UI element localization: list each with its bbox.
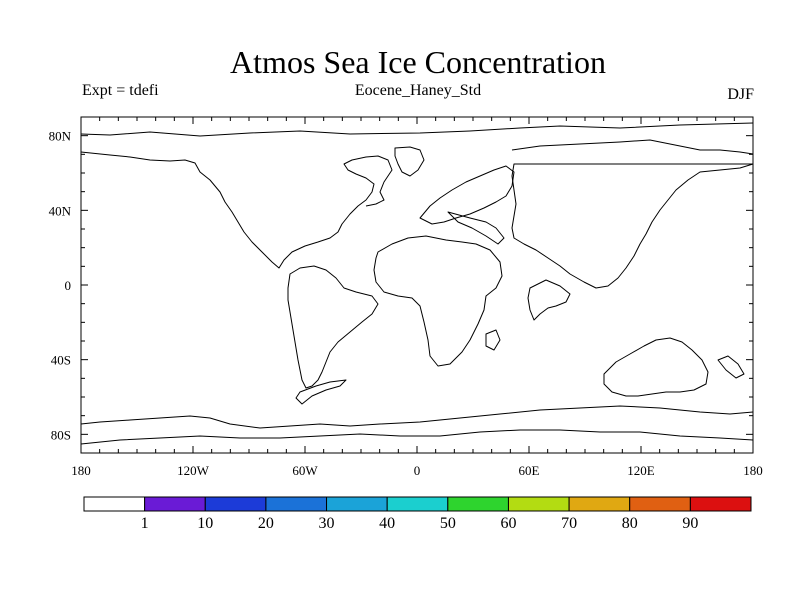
lon-tick-label: 180 [71,463,91,478]
colorbar-label: 10 [197,515,213,532]
lon-tick-label: 60E [519,463,540,478]
australia-coast [603,337,709,397]
minor-ticks [80,116,754,454]
longitude-labels: 180 120W 60W 0 60E 120E 180 [71,463,763,478]
greenland-coast [394,146,425,177]
experiment-label: Expt = tdefi [82,82,159,99]
colorbar-bin [265,496,328,512]
colorbar-bin [507,496,570,512]
colorbar-bin [386,496,449,512]
lon-tick-label: 120W [177,463,210,478]
south-america-coast [287,265,379,389]
lat-tick-label: 80N [49,129,72,144]
colorbar-bin [83,496,146,512]
colorbar-bin [689,496,752,512]
colorbar-label: 40 [379,515,395,532]
colorbar-label: 60 [500,515,516,532]
new-zealand-coast [717,355,745,379]
colorbar-label: 90 [682,515,698,532]
africa-coast [373,235,503,367]
asia-coast [511,139,754,289]
madagascar-coast [485,329,501,351]
colorbar-bin [144,496,206,512]
north-america-coast [80,151,393,269]
lat-tick-label: 40N [49,203,72,218]
colorbar-bin [629,496,691,512]
lon-tick-label: 0 [414,463,421,478]
coastlines [80,122,754,445]
colorbar-label: 20 [258,515,274,532]
lat-tick-label: 80S [51,427,71,442]
colorbar-label: 1 [141,515,149,532]
run-name-label: Eocene_Haney_Std [354,82,482,99]
india-coast [527,279,571,321]
colorbar-label: 30 [319,515,335,532]
antarctic-peninsula-coast [295,379,347,405]
lon-tick-label: 60W [292,463,318,478]
colorbar-label: 80 [622,515,638,532]
arctic-coast [80,122,754,137]
colorbar-label: 70 [561,515,577,532]
colorbar-bin [447,496,509,512]
colorbar-bin [326,496,388,512]
lat-tick-label: 0 [65,278,72,293]
latitude-labels: 80N 40N 0 40S 80S [49,129,72,443]
map-title: Atmos Sea Ice Concentration [230,44,606,80]
colorbar: 1 10 20 30 40 50 60 70 80 90 [83,496,752,532]
colorbar-bin [204,496,267,512]
europe-coast [419,165,515,225]
tethys-islands [447,211,505,245]
map-frame [80,116,754,454]
antarctica-coast [80,405,754,445]
colorbar-label: 50 [440,515,456,532]
lat-tick-label: 40S [51,353,71,368]
colorbar-bin [568,496,631,512]
season-label: DJF [727,86,754,103]
lon-tick-label: 120E [627,463,655,478]
lon-tick-label: 180 [743,463,763,478]
